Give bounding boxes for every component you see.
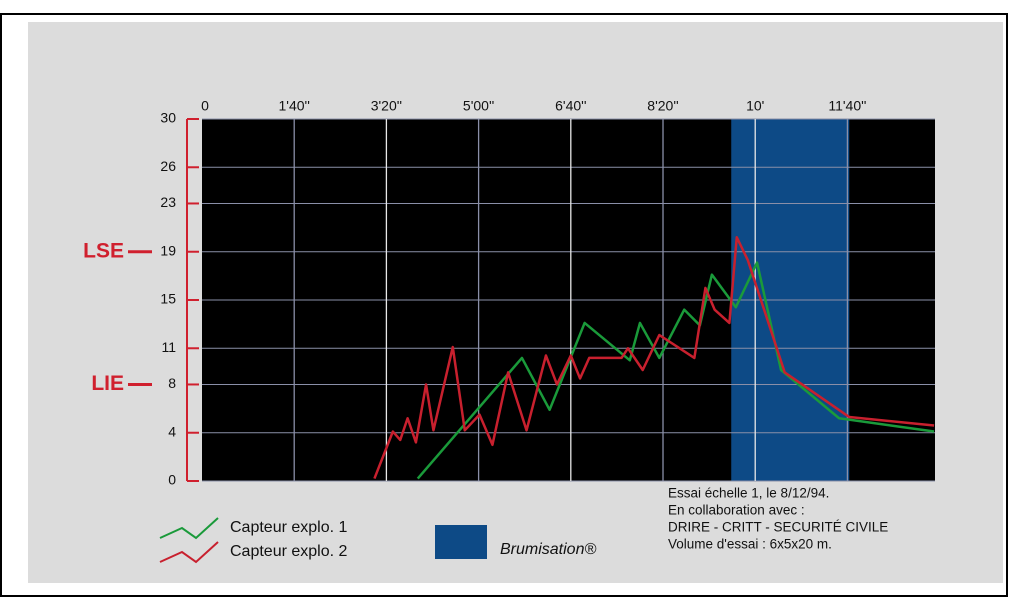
x-tick-label: 0	[201, 98, 209, 114]
annotation: DRIRE - CRITT - SECURITÉ CIVILE	[668, 520, 888, 535]
x-tick-label: 10'	[746, 98, 764, 114]
y-tick-label: 0	[168, 472, 176, 488]
x-tick-label: 6'40''	[555, 98, 586, 114]
annotation: Volume d'essai : 6x5x20 m.	[668, 537, 832, 552]
annotation: En collaboration avec :	[668, 503, 805, 518]
legend-label: Brumisation®	[500, 541, 596, 558]
y-tick-label: 19	[160, 242, 176, 258]
legend-swatch	[435, 525, 487, 559]
y-tick-label: 23	[160, 194, 176, 210]
legend-icon	[159, 541, 219, 564]
x-tick-label: 8'20''	[647, 98, 678, 114]
x-tick-label: 3'20''	[371, 98, 402, 114]
y-tick-label: 11	[161, 339, 176, 355]
y-tick-label: 30	[160, 110, 176, 126]
x-tick-label: 1'40''	[279, 98, 310, 114]
legend-label: Capteur explo. 1	[230, 519, 348, 536]
series-line	[373, 236, 935, 480]
annotation: Essai échelle 1, le 8/12/94.	[668, 486, 829, 501]
x-tick-label: 5'00''	[463, 98, 494, 114]
y-tick-label: 15	[160, 291, 176, 307]
y-tick-label: 26	[160, 158, 176, 174]
limit-label: LSE	[83, 239, 124, 262]
legend-icon	[159, 517, 219, 540]
y-tick-label: 8	[168, 375, 176, 391]
y-tick-label: 4	[168, 423, 176, 439]
x-tick-label: 11'40''	[828, 98, 866, 114]
limit-label: LIE	[91, 372, 124, 395]
legend-label: Capteur explo. 2	[230, 543, 348, 560]
